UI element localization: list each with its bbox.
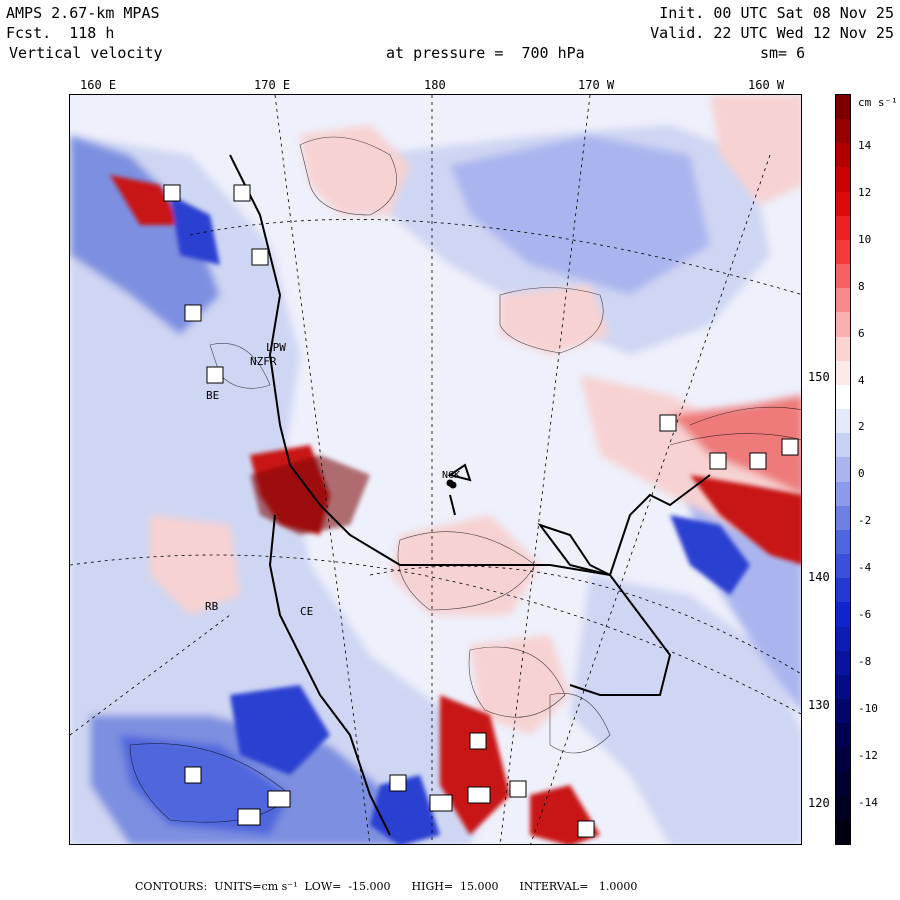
colorbar-segment	[836, 554, 850, 579]
colorbar-segment	[836, 167, 850, 193]
contour-footer: CONTOURS: UNITS=cm s⁻¹ LOW= -15.000 HIGH…	[135, 880, 637, 893]
coastline	[229, 154, 711, 836]
place-label-ce: CE	[300, 605, 314, 618]
colorbar-segment	[836, 288, 850, 313]
footer-low: LOW= -15.000	[304, 880, 391, 893]
negative-region-north-mid	[450, 135, 710, 295]
lon-label-170w: 170 W	[578, 78, 615, 92]
place-label-nzfr: NZFR	[250, 355, 277, 368]
colorbar-tick-label: 10	[858, 232, 872, 246]
positive-region-southwest	[150, 515, 240, 615]
colorbar-tick-label: -4	[858, 561, 872, 575]
colorbar-tick-label: 4	[858, 373, 865, 387]
colorbar-tick-label: -14	[858, 795, 878, 809]
colorbar-tick-label: -2	[858, 514, 872, 528]
place-label-rb: RB	[205, 600, 219, 613]
colorbar-segment	[836, 602, 850, 628]
footer-interval: INTERVAL= 1.0000	[519, 880, 638, 893]
colorbar-tick-label: 6	[858, 326, 865, 340]
lon-label-160e: 160 E	[80, 78, 117, 92]
colorbar-segment	[836, 360, 850, 386]
colorbar-segment	[836, 578, 850, 603]
colorbar-tick-label: 12	[858, 185, 872, 199]
colorbar-tick-label: 2	[858, 420, 865, 434]
colorbar-segment	[836, 433, 850, 458]
colorbar-segment	[836, 409, 850, 434]
colorbar-segment	[836, 119, 850, 144]
forecast-hour: Fcst. 118 h	[6, 24, 115, 42]
strong-positive-east-coast	[690, 475, 801, 565]
strong-negative-northwest	[170, 195, 220, 265]
positive-region-ne-mid	[500, 285, 610, 355]
colorbar-segment	[836, 650, 850, 676]
colorbar-segment	[836, 143, 850, 168]
colorbar-tick-label: 8	[858, 279, 865, 293]
contour-lines	[129, 136, 801, 823]
colorbar-segment	[836, 312, 850, 338]
place-label-be: BE	[206, 389, 220, 402]
colorbar-segment	[836, 215, 850, 241]
strong-positive-south-mountains	[440, 695, 510, 835]
colorbar-tick-label: 0	[858, 467, 865, 481]
colorbar-segment	[836, 264, 850, 289]
station-marker-2	[446, 479, 454, 487]
colorbar-segment	[836, 626, 850, 652]
colorbar	[835, 94, 851, 845]
strong-negative-east-coast	[670, 515, 750, 595]
colorbar-segment	[836, 384, 850, 410]
negative-region-northwest	[70, 135, 220, 335]
extrema-markers	[163, 184, 799, 838]
footer-contours: CONTOURS:	[135, 880, 208, 893]
init-time: Init. 00 UTC Sat 08 Nov 25	[659, 4, 894, 22]
colorbar-segment	[836, 336, 850, 362]
dark-contour-cluster-center	[250, 455, 370, 535]
negative-region-east	[570, 575, 801, 844]
vertical-velocity-map: LPW NZFR BE RB CE NCK	[69, 94, 802, 845]
colorbar-segment	[836, 529, 850, 555]
colorbar-tick-label: -8	[858, 654, 872, 668]
colorbar-segment	[836, 771, 850, 797]
colorbar-segment	[836, 723, 850, 748]
colorbar-segment	[836, 699, 850, 724]
model-title: AMPS 2.67-km MPAS	[6, 4, 160, 22]
place-label-lpw: LPW	[266, 341, 286, 354]
colorbar-segment	[836, 819, 850, 845]
colorbar-units: cm s⁻¹	[858, 96, 898, 109]
place-label-nck: NCK	[442, 470, 461, 481]
colorbar-segment	[836, 747, 850, 772]
colorbar-tick-label: 14	[858, 139, 872, 152]
colorbar-segment	[836, 95, 850, 120]
positive-region-north	[300, 125, 410, 215]
footer-high: HIGH= 15.000	[411, 880, 499, 893]
valid-time: Valid. 22 UTC Wed 12 Nov 25	[650, 24, 894, 42]
smoothing-label: sm= 6	[760, 44, 806, 62]
map-canvas	[70, 95, 801, 844]
positive-region-northeast	[710, 95, 801, 205]
colorbar-segment	[836, 239, 850, 265]
field-name: Vertical velocity	[9, 44, 163, 62]
colorbar-tick-label: -12	[858, 748, 878, 762]
colorbar-segment	[836, 505, 850, 531]
colorbar-tick-label: -6	[858, 608, 872, 621]
colorbar-segment	[836, 457, 850, 483]
strong-negative-sw-coast	[230, 685, 330, 775]
pressure-level: at pressure = 700 hPa	[386, 44, 585, 62]
graticule	[70, 95, 801, 844]
colorbar-segment	[836, 191, 850, 217]
lon-label-180: 180	[424, 78, 446, 92]
colorbar-segment	[836, 481, 850, 507]
strong-positive-northwest	[110, 175, 180, 225]
lon-label-160w: 160 W	[748, 78, 785, 92]
colorbar-tick-label: -10	[858, 701, 878, 715]
colorbar-segment	[836, 674, 850, 700]
colorbar-segment	[836, 795, 850, 821]
lon-label-170e: 170 E	[254, 78, 291, 92]
strong-negative-south-mountains	[370, 775, 440, 844]
footer-units: UNITS=cm s⁻¹	[214, 880, 298, 893]
